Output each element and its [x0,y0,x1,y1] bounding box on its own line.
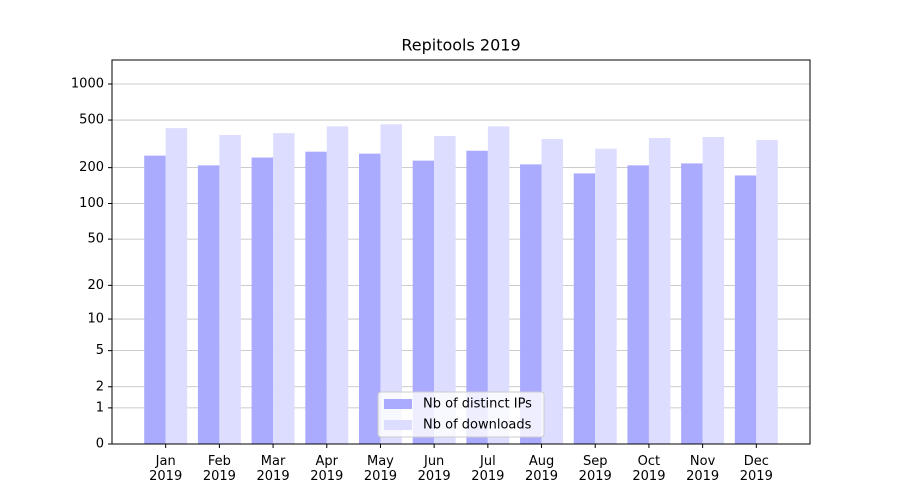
x-tick-label: Sep 2019 [578,454,612,484]
x-tick-label: Aug 2019 [524,454,559,484]
bar [326,126,349,444]
legend: Nb of distinct IPs Nb of downloads [377,391,545,438]
legend-box [377,391,545,438]
chart-title: Repitools 2019 [401,36,520,55]
x-tick-label: Oct 2019 [632,454,666,484]
bar [487,126,510,444]
y-tick-label: 0 [96,437,104,452]
y-tick-label: 100 [79,196,104,211]
bar [197,165,220,444]
y-tick-label: 200 [79,160,104,175]
bar [734,175,757,445]
y-tick-label: 50 [87,232,104,247]
x-tick-label: Apr 2019 [310,454,344,484]
bar [595,148,617,445]
bar [305,151,327,444]
bar [648,138,671,444]
x-tick-label: Mar 2019 [256,454,290,484]
legend-swatch [384,420,412,430]
x-tick-label: Feb 2019 [202,454,236,484]
bar [541,139,564,445]
y-tick-label: 10 [87,312,104,327]
x-tick-label: Dec 2019 [739,454,773,484]
x-tick-label: May 2019 [363,454,397,484]
bar [702,136,725,444]
x-tick-label: Nov 2019 [686,454,720,484]
y-tick-label: 500 [79,113,104,128]
bar [165,128,188,444]
bar [251,157,274,445]
x-tick-label: Jul 2019 [471,454,505,484]
bar [756,139,778,444]
bar [627,165,649,444]
bar [573,173,596,444]
bar [412,160,435,444]
bar [434,135,456,444]
bar [358,153,381,445]
y-tick-label: 5 [96,343,104,358]
x-tick-label: Jun 2019 [417,454,451,484]
y-tick-label: 2 [96,379,104,394]
bar [520,164,542,445]
y-tick-label: 1000 [71,76,104,91]
bar [273,133,295,445]
bar [681,163,703,444]
bar [466,150,488,444]
legend-label: Nb of distinct IPs [423,397,532,412]
legend-label: Nb of downloads [423,418,532,433]
legend-swatch [384,399,412,409]
bar [144,155,166,444]
bar [380,124,402,444]
x-tick-label: Jan 2019 [149,454,183,484]
bar [219,135,241,445]
y-tick-label: 1 [96,400,104,415]
y-tick-label: 20 [87,278,104,293]
plot-frame [111,59,811,445]
